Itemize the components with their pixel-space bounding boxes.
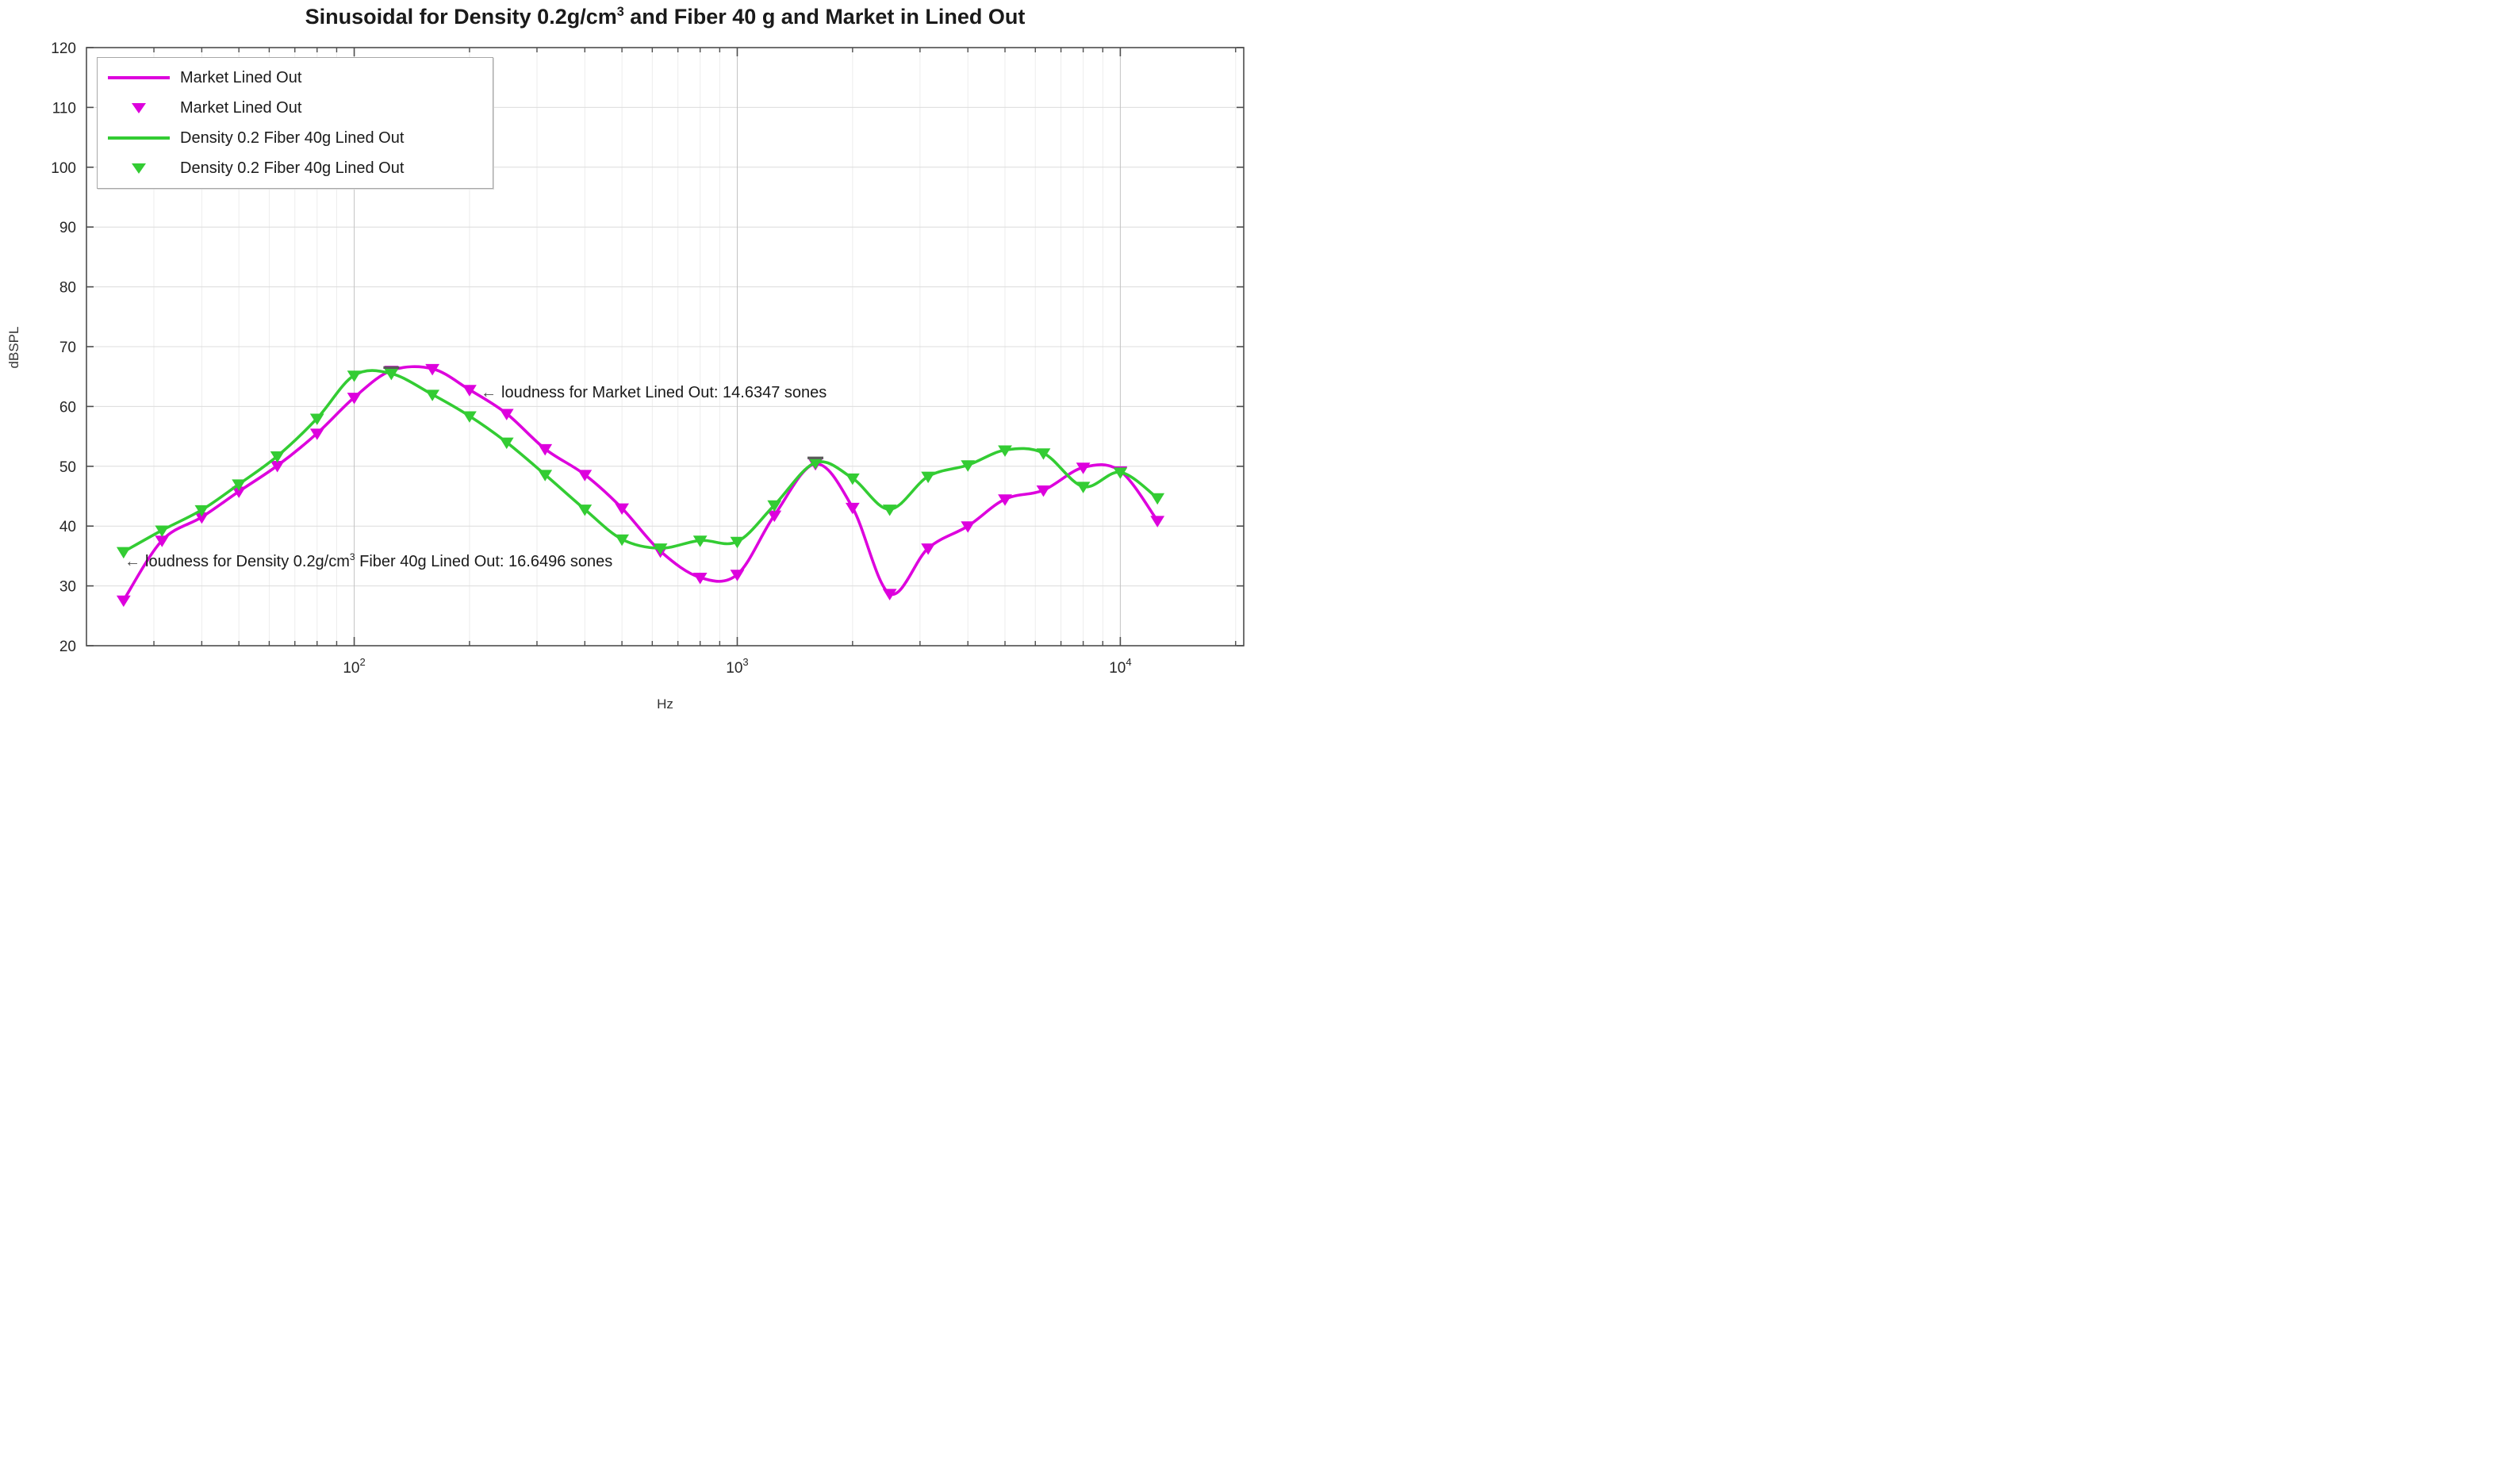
series-marker-0 [730, 570, 745, 581]
title-text-2: and Fiber 40 g and Market in Lined Out [623, 5, 1026, 29]
annotation-loudness-market: ← loudness for Market Lined Out: 14.6347 … [481, 382, 827, 402]
series-marker-1 [116, 547, 131, 559]
y-tick-label: 120 [51, 40, 76, 57]
y-tick-label: 20 [59, 639, 76, 655]
series-marker-0 [116, 595, 131, 608]
series-marker-1 [462, 411, 477, 423]
series-marker-1 [538, 470, 553, 482]
series-marker-1 [653, 543, 668, 555]
series-marker-0 [961, 521, 976, 533]
series-marker-1 [1113, 467, 1128, 479]
series-marker-0 [347, 393, 362, 405]
legend-item: Market Lined Out [105, 93, 485, 123]
legend-item: Density 0.2 Fiber 40g Lined Out [105, 123, 485, 153]
y-tick-label: 30 [59, 579, 76, 596]
series-marker-0 [538, 443, 553, 456]
series-marker-0 [462, 385, 477, 397]
series-marker-1 [1076, 482, 1091, 493]
series-marker-1 [845, 473, 860, 485]
annotation-text-2: Fiber 40g Lined Out: 16.6496 sones [355, 552, 613, 570]
legend-line-swatch [105, 76, 172, 79]
y-tick-label: 110 [52, 100, 76, 117]
series-marker-0 [309, 428, 324, 440]
y-tick-label: 50 [59, 459, 76, 476]
series-marker-1 [194, 505, 209, 517]
y-axis-title: dBSPL [6, 326, 21, 369]
series-marker-1 [767, 500, 782, 512]
series-marker-1 [577, 505, 593, 516]
series-marker-0 [577, 470, 593, 482]
series-marker-1 [384, 368, 399, 381]
plot-area: 20 30 40 50 60 70 80 90 100 110 120 102 103 104 [51, 40, 1245, 677]
legend-marker-swatch [105, 102, 172, 113]
series-marker-0 [882, 589, 897, 600]
legend-line-swatch [105, 136, 172, 140]
series-marker-0 [845, 502, 860, 515]
series-marker-0 [1036, 485, 1051, 497]
annotation-text: loudness for Density 0.2g/cm [145, 552, 350, 570]
annotation-text: loudness for Market Lined Out: 14.6347 s… [501, 383, 827, 401]
legend-item: Density 0.2 Fiber 40g Lined Out [105, 153, 485, 183]
legend-marker-swatch [105, 163, 172, 174]
series-marker-0 [499, 409, 514, 420]
y-tick-label: 80 [59, 280, 76, 297]
series-marker-1 [730, 536, 745, 549]
title-superscript: 3 [616, 5, 624, 19]
series-marker-1 [692, 535, 708, 547]
left-arrow-icon: ← [481, 383, 497, 401]
annotation-superscript: 3 [349, 551, 355, 563]
series-marker-1 [499, 437, 514, 450]
legend-item-label: Market Lined Out [180, 98, 302, 117]
series-marker-1 [1150, 493, 1165, 505]
series-marker-0 [1076, 462, 1091, 474]
series-marker-1 [961, 460, 976, 472]
y-tick-label: 60 [59, 399, 76, 416]
series-marker-1 [347, 370, 362, 382]
x-tick-label: 104 [1109, 656, 1131, 677]
series-marker-0 [1150, 516, 1165, 528]
y-tick-label: 70 [59, 340, 76, 356]
annotation-loudness-density: ← loudness for Density 0.2g/cm3 Fiber 40g… [125, 551, 612, 571]
legend-item: Market Lined Out [105, 63, 485, 93]
title-text: Sinusoidal for Density 0.2g/cm [305, 5, 617, 29]
series-marker-0 [921, 543, 936, 555]
legend-item-label: Density 0.2 Fiber 40g Lined Out [180, 129, 405, 147]
series-marker-1 [882, 505, 897, 516]
x-tick-label: 103 [726, 656, 748, 677]
series-marker-1 [155, 525, 170, 537]
series-marker-0 [692, 573, 708, 585]
series-marker-0 [998, 494, 1012, 506]
series-marker-1 [921, 471, 936, 484]
series-marker-0 [615, 503, 629, 516]
chart-title: Sinusoidal for Density 0.2g/cm3 and Fibe… [86, 5, 1244, 29]
legend-item-label: Market Lined Out [180, 68, 302, 86]
series-marker-1 [998, 445, 1012, 457]
series-marker-1 [425, 389, 440, 401]
y-tick-label: 40 [59, 519, 76, 535]
y-tick-label: 100 [51, 160, 76, 177]
figure: 20 30 40 50 60 70 80 90 100 110 120 102 103 104 Sinus… [0, 0, 1260, 729]
series-marker-1 [1036, 448, 1051, 460]
x-axis-title: Hz [657, 696, 673, 712]
legend: Market Lined Out Market Lined Out Densit… [97, 57, 493, 189]
y-tick-label: 90 [59, 220, 76, 236]
series-line-1 [122, 369, 1159, 554]
x-tick-label: 102 [343, 656, 365, 677]
left-arrow-icon: ← [125, 552, 140, 570]
series-marker-1 [270, 451, 285, 463]
legend-item-label: Density 0.2 Fiber 40g Lined Out [180, 159, 405, 177]
series-marker-0 [425, 363, 440, 376]
series-marker-1 [232, 479, 247, 491]
series-marker-1 [309, 413, 324, 425]
series-marker-1 [615, 534, 629, 547]
